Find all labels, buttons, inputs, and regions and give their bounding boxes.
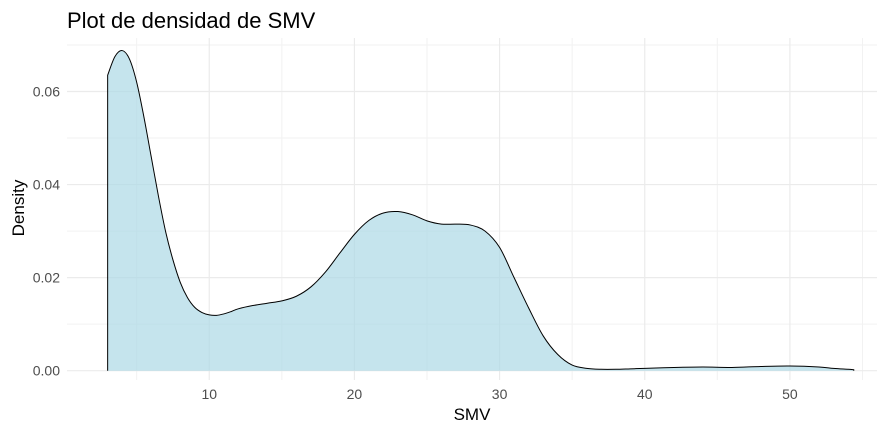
y-tick-label: 0.02 (33, 270, 60, 286)
y-tick-label: 0.06 (33, 84, 60, 100)
x-tick-label: 20 (347, 386, 363, 402)
y-axis-tick-labels: 0.00 0.02 0.04 0.06 (33, 84, 60, 379)
minor-gridlines (67, 38, 877, 380)
x-tick-label: 40 (637, 386, 653, 402)
density-area-fill (107, 50, 854, 371)
x-tick-label: 30 (492, 386, 508, 402)
x-axis-tick-labels: 10 20 30 40 50 (201, 386, 797, 402)
y-tick-label: 0.00 (33, 363, 60, 379)
x-axis-title: SMV (454, 405, 492, 424)
y-axis-title: Density (9, 179, 28, 236)
chart-title: Plot de densidad de SMV (67, 8, 316, 33)
y-tick-label: 0.04 (33, 177, 60, 193)
x-tick-label: 10 (201, 386, 217, 402)
density-curve-line (107, 50, 855, 371)
x-tick-label: 50 (782, 386, 798, 402)
density-area-layer (107, 50, 855, 371)
